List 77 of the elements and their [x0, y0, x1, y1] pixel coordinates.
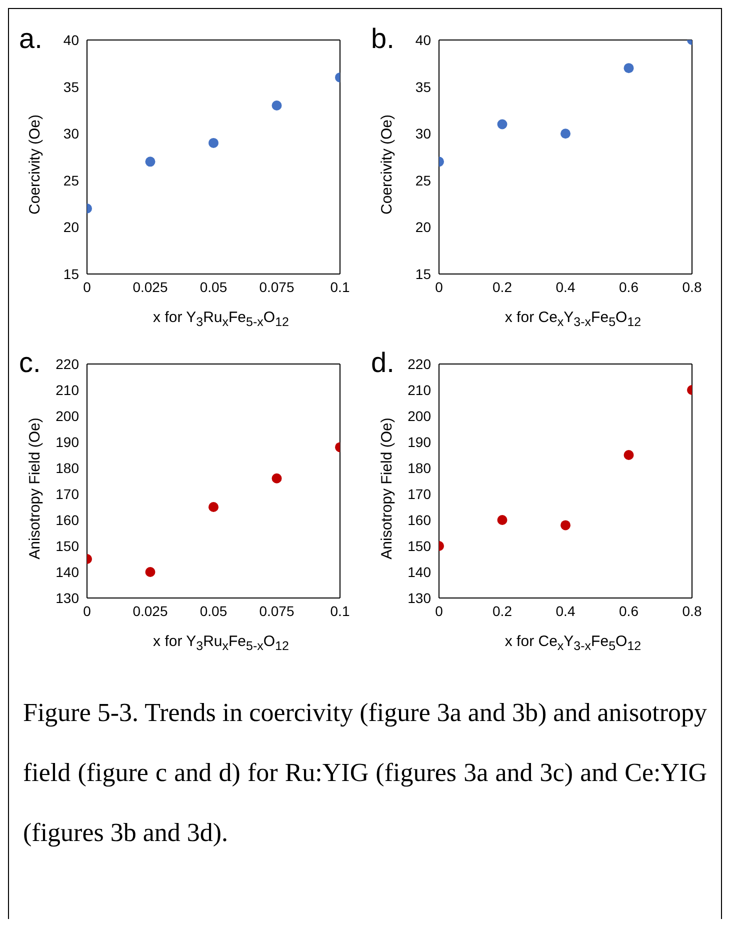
- chart-title: b.: [371, 23, 394, 55]
- y-tick-label: 180: [56, 460, 80, 476]
- x-axis-title: x for Ce$_{x}$Y$_{3-x}$Fe$_{5}$O$_{12}$: [504, 309, 642, 329]
- y-tick-label: 20: [63, 219, 80, 236]
- chart-title: a.: [19, 23, 42, 55]
- point: [208, 138, 218, 148]
- y-tick-label: 150: [408, 538, 432, 554]
- point: [145, 156, 156, 167]
- y-tick-label: 220: [408, 356, 432, 372]
- y-tick-label: 35: [63, 78, 80, 95]
- y-tick-label: 150: [56, 538, 80, 554]
- y-tick-label: 40: [63, 32, 80, 48]
- y-tick-label: 35: [415, 78, 432, 95]
- x-tick-label: 0.05: [200, 602, 228, 619]
- x-axis-title: x for Y$_{3}$Ru$_{x}$Fe$_{5-x}$O$_{12}$: [152, 633, 290, 653]
- x-tick-label: 0.025: [132, 602, 168, 619]
- y-tick-label: 200: [56, 408, 80, 424]
- x-tick-label: 0.1: [330, 602, 350, 619]
- x-tick-label: 0.8: [682, 602, 702, 619]
- point: [145, 567, 156, 577]
- point: [272, 473, 282, 484]
- point: [208, 502, 218, 512]
- point: [497, 515, 508, 525]
- y-tick-label: 30: [63, 126, 80, 142]
- x-tick-label: 0.075: [259, 602, 294, 619]
- x-axis-title: x for Ce$_{x}$Y$_{3-x}$Fe$_{5}$O$_{12}$: [504, 633, 642, 653]
- x-tick-label: 0.2: [492, 602, 512, 619]
- x-axis-title: x for Y$_{3}$Ru$_{x}$Fe$_{5-x}$O$_{12}$: [152, 309, 290, 329]
- y-tick-label: 170: [56, 486, 80, 502]
- x-tick-label: 0.05: [200, 278, 228, 295]
- x-tick-label: 0.2: [492, 278, 512, 295]
- y-tick-label: 140: [56, 564, 80, 580]
- x-tick-label: 0.6: [619, 278, 639, 295]
- x-tick-label: 0: [435, 278, 444, 295]
- y-tick-label: 190: [408, 434, 432, 450]
- y-tick-label: 140: [408, 564, 432, 580]
- y-tick-label: 180: [408, 460, 432, 476]
- x-tick-label: 0.8: [682, 278, 702, 295]
- x-tick-label: 0.025: [132, 278, 168, 295]
- y-tick-label: 200: [408, 408, 432, 424]
- y-tick-label: 25: [415, 172, 432, 188]
- y-tick-label: 210: [56, 382, 80, 398]
- caption: Figure 5-3. Trends in coercivity (figure 3a and 3b) and anisotropy field (figure c and d) for Ru:YIG (figures 3a and 3c) and Ce:YIG (figures 3b and 3d).: [22, 697, 708, 849]
- y-axis-title: Coercivity (Oe): [378, 114, 396, 214]
- y-tick-label: 210: [408, 382, 432, 398]
- y-tick-label: 220: [56, 356, 80, 372]
- y-axis-title: Coercivity (Oe): [26, 114, 44, 214]
- x-tick-label: 0.075: [259, 278, 294, 295]
- point: [272, 100, 282, 111]
- x-tick-label: 0.1: [330, 278, 350, 295]
- y-tick-label: 15: [415, 266, 432, 282]
- y-axis-title: Anisotropy Field (Oe): [26, 417, 44, 559]
- x-tick-label: 0: [435, 602, 444, 619]
- x-tick-label: 0.4: [556, 602, 576, 619]
- point: [560, 128, 570, 139]
- y-tick-label: 130: [408, 590, 432, 606]
- y-tick-label: 30: [415, 126, 432, 142]
- chart-title: d.: [371, 347, 394, 379]
- x-tick-label: 0.6: [619, 602, 639, 619]
- y-tick-label: 130: [56, 590, 80, 606]
- y-tick-label: 170: [408, 486, 432, 502]
- y-tick-label: 40: [415, 32, 432, 48]
- y-tick-label: 25: [63, 172, 80, 188]
- y-tick-label: 160: [56, 512, 80, 528]
- chart-title: c.: [19, 347, 41, 379]
- y-tick-label: 160: [408, 512, 432, 528]
- point: [560, 520, 570, 530]
- x-tick-label: 0: [83, 278, 92, 295]
- y-tick-label: 20: [415, 219, 432, 236]
- point: [624, 63, 634, 74]
- y-tick-label: 190: [56, 434, 80, 450]
- x-tick-label: 0: [83, 602, 92, 619]
- point: [624, 450, 634, 460]
- point: [497, 119, 508, 130]
- x-tick-label: 0.4: [556, 278, 576, 295]
- y-tick-label: 15: [63, 266, 80, 282]
- y-axis-title: Anisotropy Field (Oe): [378, 417, 396, 559]
